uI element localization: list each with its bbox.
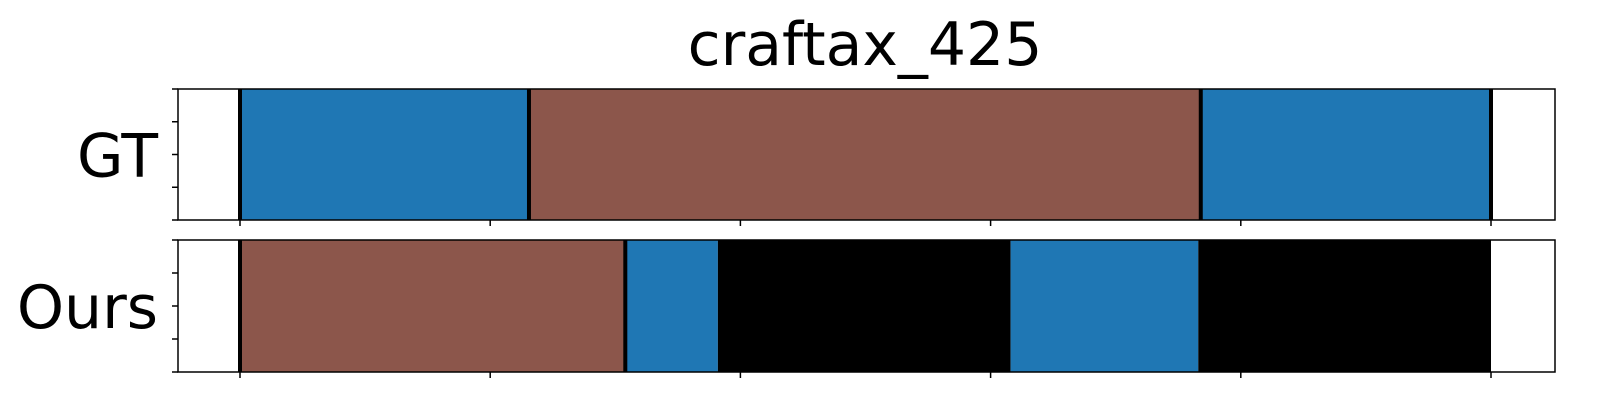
segment-gt-2 (1200, 89, 1491, 220)
segment-gt-1 (528, 89, 1201, 220)
segment-ours-2 (717, 240, 1011, 372)
segment-ours-1 (625, 240, 718, 372)
segment-ours-0 (240, 240, 626, 372)
row-label-ours: Ours (17, 273, 158, 343)
chart-title: craftax_425 (688, 10, 1043, 80)
row-ours: Ours (17, 239, 1556, 378)
rows-layer: GT Ours (17, 88, 1556, 378)
row-label-gt: GT (77, 122, 158, 192)
segment-ours-3 (1010, 240, 1199, 372)
row-gt: GT (77, 88, 1556, 226)
segment-ours-4 (1198, 240, 1491, 372)
segment-gt-0 (240, 89, 529, 220)
